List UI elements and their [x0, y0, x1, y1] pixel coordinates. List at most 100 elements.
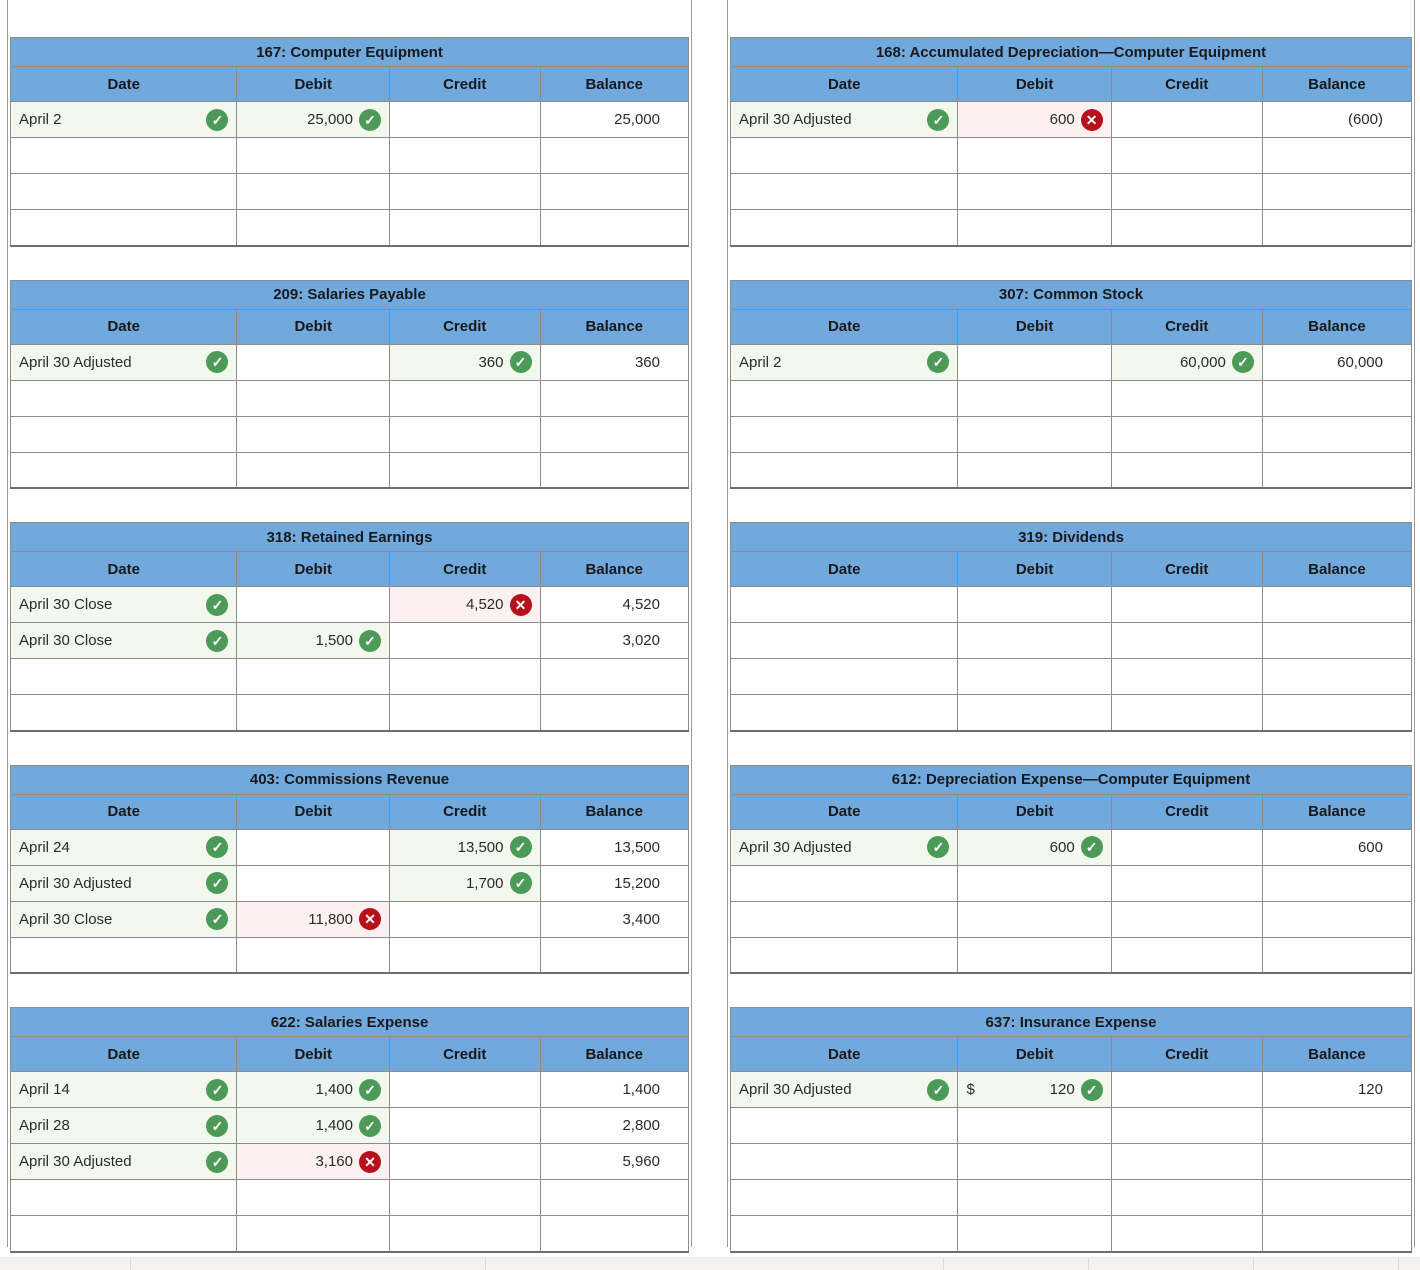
- date-cell[interactable]: April 30 Close ✓: [9, 900, 238, 938]
- debit-cell[interactable]: [236, 828, 390, 866]
- date-cell[interactable]: [729, 694, 959, 732]
- credit-cell[interactable]: [1110, 936, 1263, 974]
- debit-cell[interactable]: [957, 343, 1112, 381]
- credit-cell[interactable]: [388, 415, 541, 453]
- date-cell[interactable]: [729, 936, 959, 974]
- credit-cell[interactable]: [1110, 694, 1263, 732]
- debit-cell[interactable]: [957, 900, 1112, 938]
- credit-cell[interactable]: [1110, 415, 1263, 453]
- debit-cell[interactable]: [957, 379, 1112, 417]
- credit-cell[interactable]: [1110, 137, 1263, 174]
- credit-cell[interactable]: [1110, 828, 1263, 866]
- credit-cell[interactable]: [388, 1107, 541, 1144]
- debit-cell[interactable]: 25,000 ✓: [236, 101, 390, 138]
- debit-cell[interactable]: [236, 864, 390, 902]
- debit-cell[interactable]: [957, 586, 1112, 623]
- debit-cell[interactable]: [957, 451, 1112, 489]
- date-cell[interactable]: [9, 936, 238, 974]
- credit-cell[interactable]: [388, 451, 541, 489]
- date-cell[interactable]: [729, 1143, 959, 1180]
- date-cell[interactable]: [9, 173, 238, 210]
- date-cell[interactable]: [729, 658, 959, 695]
- debit-cell[interactable]: [236, 658, 390, 695]
- date-cell[interactable]: [729, 379, 959, 417]
- credit-cell[interactable]: [1110, 1179, 1263, 1216]
- debit-cell[interactable]: 11,800 ✕: [236, 900, 390, 938]
- credit-cell[interactable]: [388, 900, 541, 938]
- credit-cell[interactable]: [1110, 209, 1263, 247]
- debit-cell[interactable]: [957, 173, 1112, 210]
- date-cell[interactable]: [729, 173, 959, 210]
- date-cell[interactable]: [729, 586, 959, 623]
- date-cell[interactable]: [9, 415, 238, 453]
- credit-cell[interactable]: [388, 1215, 541, 1253]
- credit-cell[interactable]: [388, 936, 541, 974]
- debit-cell[interactable]: [236, 1215, 390, 1253]
- credit-cell[interactable]: [388, 1179, 541, 1216]
- debit-cell[interactable]: [957, 864, 1112, 902]
- debit-cell[interactable]: 3,160 ✕: [236, 1143, 390, 1180]
- debit-cell[interactable]: [236, 379, 390, 417]
- date-cell[interactable]: [729, 415, 959, 453]
- date-cell[interactable]: [729, 137, 959, 174]
- debit-cell[interactable]: [957, 1107, 1112, 1144]
- credit-cell[interactable]: 60,000 ✓: [1110, 343, 1263, 381]
- debit-cell[interactable]: [957, 1215, 1112, 1253]
- credit-cell[interactable]: [388, 658, 541, 695]
- date-cell[interactable]: [9, 379, 238, 417]
- debit-cell[interactable]: [236, 1179, 390, 1216]
- debit-cell[interactable]: 1,400 ✓: [236, 1071, 390, 1108]
- debit-cell[interactable]: 1,400 ✓: [236, 1107, 390, 1144]
- date-cell[interactable]: [729, 1107, 959, 1144]
- date-cell[interactable]: [9, 209, 238, 247]
- credit-cell[interactable]: [1110, 1071, 1263, 1108]
- date-cell[interactable]: April 2 ✓: [729, 343, 959, 381]
- debit-cell[interactable]: [236, 137, 390, 174]
- credit-cell[interactable]: [1110, 658, 1263, 695]
- date-cell[interactable]: [9, 658, 238, 695]
- debit-cell[interactable]: [236, 586, 390, 623]
- date-cell[interactable]: [9, 1179, 238, 1216]
- debit-cell[interactable]: [236, 694, 390, 732]
- debit-cell[interactable]: [236, 343, 390, 381]
- debit-cell[interactable]: [957, 1143, 1112, 1180]
- date-cell[interactable]: April 30 Adjusted ✓: [9, 864, 238, 902]
- credit-cell[interactable]: 13,500 ✓: [388, 828, 541, 866]
- debit-cell[interactable]: [957, 137, 1112, 174]
- date-cell[interactable]: April 14 ✓: [9, 1071, 238, 1108]
- date-cell[interactable]: April 2 ✓: [9, 101, 238, 138]
- date-cell[interactable]: [729, 622, 959, 659]
- credit-cell[interactable]: [1110, 379, 1263, 417]
- debit-cell[interactable]: [957, 1179, 1112, 1216]
- credit-cell[interactable]: [388, 209, 541, 247]
- date-cell[interactable]: April 30 Adjusted ✓: [729, 828, 959, 866]
- date-cell[interactable]: [9, 1215, 238, 1253]
- credit-cell[interactable]: 4,520 ✕: [388, 586, 541, 623]
- debit-cell[interactable]: $120 ✓: [957, 1071, 1112, 1108]
- debit-cell[interactable]: [957, 936, 1112, 974]
- date-cell[interactable]: [729, 900, 959, 938]
- debit-cell[interactable]: [957, 694, 1112, 732]
- date-cell[interactable]: April 30 Close ✓: [9, 622, 238, 659]
- date-cell[interactable]: April 28 ✓: [9, 1107, 238, 1144]
- credit-cell[interactable]: [388, 379, 541, 417]
- credit-cell[interactable]: [1110, 864, 1263, 902]
- credit-cell[interactable]: [1110, 622, 1263, 659]
- date-cell[interactable]: April 24 ✓: [9, 828, 238, 866]
- credit-cell[interactable]: [1110, 1107, 1263, 1144]
- date-cell[interactable]: [729, 864, 959, 902]
- credit-cell[interactable]: [1110, 173, 1263, 210]
- date-cell[interactable]: [729, 1215, 959, 1253]
- debit-cell[interactable]: 600 ✕: [957, 101, 1112, 138]
- credit-cell[interactable]: [388, 694, 541, 732]
- date-cell[interactable]: April 30 Close ✓: [9, 586, 238, 623]
- credit-cell[interactable]: [388, 1143, 541, 1180]
- debit-cell[interactable]: 1,500 ✓: [236, 622, 390, 659]
- date-cell[interactable]: [9, 137, 238, 174]
- date-cell[interactable]: [9, 694, 238, 732]
- credit-cell[interactable]: [1110, 101, 1263, 138]
- debit-cell[interactable]: [236, 415, 390, 453]
- credit-cell[interactable]: [1110, 451, 1263, 489]
- credit-cell[interactable]: [1110, 900, 1263, 938]
- credit-cell[interactable]: [1110, 1143, 1263, 1180]
